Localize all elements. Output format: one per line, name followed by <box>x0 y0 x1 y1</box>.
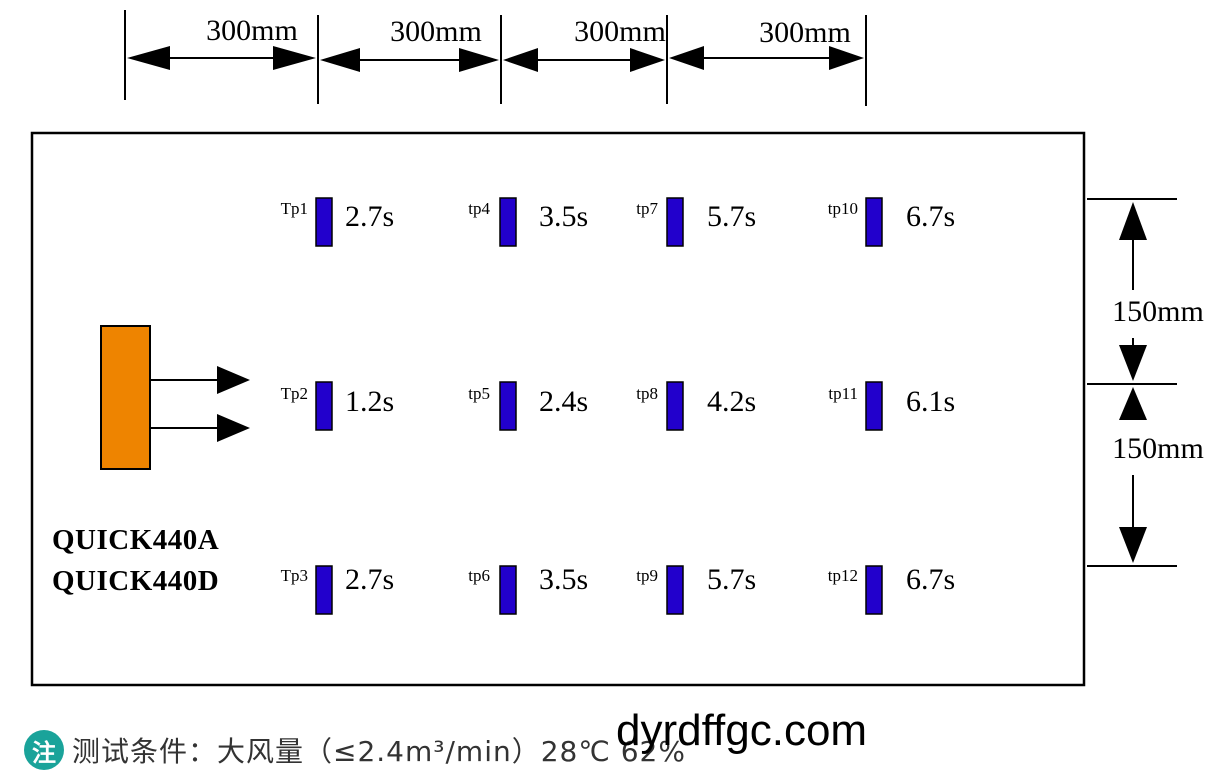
test-point-label: tp10 <box>828 199 858 218</box>
test-point-time: 1.2s <box>345 385 394 418</box>
test-point-time: 6.1s <box>906 385 955 418</box>
dim-label-right-2: 150mm <box>1112 432 1204 465</box>
test-point-label: tp4 <box>468 199 490 218</box>
sensor-marker <box>666 381 684 431</box>
test-point-time: 5.7s <box>707 200 756 233</box>
dim-arrow-v1 <box>1119 202 1147 381</box>
sensor-marker <box>499 381 517 431</box>
test-point: Tp1 2.7s <box>281 197 394 247</box>
sensor-marker <box>666 197 684 247</box>
test-point-label: Tp3 <box>281 566 308 585</box>
sensor-marker <box>666 565 684 615</box>
sensor-marker <box>865 565 883 615</box>
test-point-label: tp8 <box>636 384 658 403</box>
test-condition-note: 注 测试条件：大风量（≤2.4m³/min）28℃ 62% <box>24 726 686 774</box>
test-point-time: 6.7s <box>906 563 955 596</box>
test-point-label: tp12 <box>828 566 858 585</box>
sensor-marker <box>865 197 883 247</box>
note-text: 测试条件：大风量（≤2.4m³/min）28℃ 62% <box>72 735 686 768</box>
test-point-label: tp7 <box>636 199 658 218</box>
dim-label-right-1: 150mm <box>1112 295 1204 328</box>
test-point: tp11 6.1s <box>828 381 955 431</box>
dim-label-top-1: 300mm <box>206 14 298 47</box>
test-point: tp10 6.7s <box>828 197 955 247</box>
test-board <box>30 131 1086 687</box>
test-point-time: 4.2s <box>707 385 756 418</box>
nozzle-block <box>100 325 151 470</box>
test-point-label: tp11 <box>828 384 858 403</box>
test-point-time: 5.7s <box>707 563 756 596</box>
sensor-marker <box>865 381 883 431</box>
test-point: Tp2 1.2s <box>281 381 394 431</box>
test-point-label: Tp1 <box>281 199 308 218</box>
test-point-time: 2.7s <box>345 563 394 596</box>
watermark: dyrdffgc.com <box>616 706 868 755</box>
dim-label-top-2: 300mm <box>390 15 482 48</box>
sensor-grid: Tp1 2.7s tp4 3.5s tp7 5.7s tp10 6.7s Tp2 1.2s tp5 2… <box>281 197 955 615</box>
sensor-marker <box>315 381 333 431</box>
sensor-marker <box>499 197 517 247</box>
dim-arrow-3 <box>503 48 665 72</box>
test-point-time: 3.5s <box>539 200 588 233</box>
test-point-label: tp5 <box>468 384 490 403</box>
test-point-label: Tp2 <box>281 384 308 403</box>
dim-label-top-4: 300mm <box>759 16 851 49</box>
test-point: tp6 3.5s <box>468 563 588 615</box>
test-point: tp7 5.7s <box>636 197 756 247</box>
sensor-marker <box>315 565 333 615</box>
test-point: tp8 4.2s <box>636 381 756 431</box>
sensor-marker <box>315 197 333 247</box>
test-point: tp12 6.7s <box>828 563 955 615</box>
note-icon: 注 <box>24 730 64 770</box>
test-point-time: 2.4s <box>539 385 588 418</box>
test-point: tp4 3.5s <box>468 197 588 247</box>
test-point-label: tp6 <box>468 566 490 585</box>
model-label-1: QUICK440A <box>52 524 219 556</box>
dim-arrow-4 <box>669 46 864 70</box>
test-point: tp5 2.4s <box>468 381 588 431</box>
flow-arrow-1 <box>150 366 250 394</box>
flow-arrow-2 <box>150 414 250 442</box>
dim-label-top-3: 300mm <box>574 15 666 48</box>
dim-arrow-2 <box>320 48 499 72</box>
dim-arrow-v2 <box>1119 387 1147 563</box>
model-label-2: QUICK440D <box>52 565 219 597</box>
test-point-time: 2.7s <box>345 200 394 233</box>
dim-arrow-1 <box>127 46 316 70</box>
test-point: Tp3 2.7s <box>281 563 394 615</box>
test-point: tp9 5.7s <box>636 563 756 615</box>
test-point-time: 6.7s <box>906 200 955 233</box>
test-point-label: tp9 <box>636 566 658 585</box>
test-point-time: 3.5s <box>539 563 588 596</box>
sensor-marker <box>499 565 517 615</box>
